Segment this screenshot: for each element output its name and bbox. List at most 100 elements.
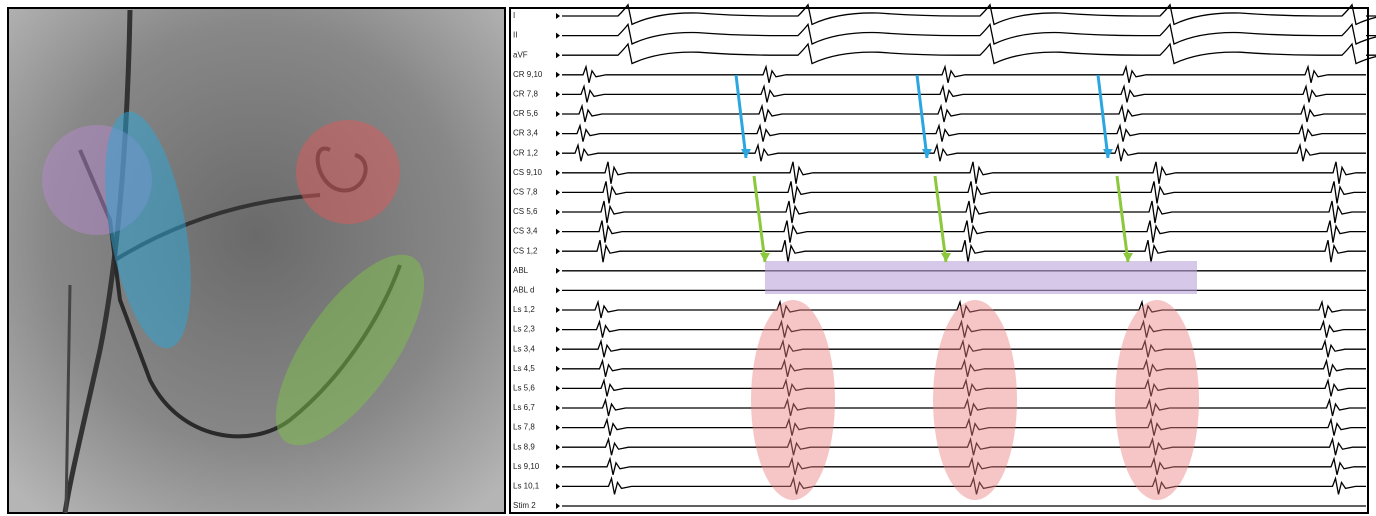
trace (562, 338, 1366, 358)
arrow-green-head (941, 253, 951, 262)
scale-marker (556, 307, 560, 313)
fluoroscopy-panel (7, 7, 506, 514)
channel-label: CR 9,10 (513, 70, 543, 79)
scale-marker (556, 365, 560, 372)
scale-marker (556, 405, 560, 411)
arrow-blue-head (922, 149, 932, 158)
highlight-ls (933, 300, 1017, 500)
trace (562, 456, 1366, 475)
scale-marker (556, 111, 560, 117)
scale-marker (556, 91, 560, 98)
fluoro-image (7, 7, 506, 514)
scale-marker (556, 228, 560, 235)
trace (562, 142, 1366, 162)
trace (562, 22, 1376, 45)
arrow-green-head (1123, 253, 1133, 262)
highlight-abl (765, 261, 1197, 294)
scale-marker (556, 483, 560, 490)
arrow-green (752, 175, 767, 263)
scale-marker (556, 346, 560, 353)
scale-marker (556, 189, 560, 196)
trace (562, 123, 1366, 142)
trace (562, 436, 1366, 456)
channel-label: Ls 8,9 (513, 442, 535, 451)
highlight-blue (105, 111, 191, 349)
channel-label: aVF (513, 50, 528, 59)
scale-marker (556, 326, 560, 333)
trace (562, 299, 1366, 319)
trace (562, 83, 1366, 103)
scale-marker (556, 503, 560, 509)
scale-marker (556, 248, 560, 255)
channel-label: ABL d (513, 286, 535, 295)
scale-marker (556, 32, 560, 39)
channel-label: CR 5,6 (513, 109, 538, 118)
trace (562, 103, 1366, 123)
trace (562, 377, 1366, 397)
trace (562, 42, 1376, 65)
trace (562, 200, 1366, 224)
channel-label: CS 9,10 (513, 168, 542, 177)
trace (562, 397, 1366, 417)
scale-marker (556, 150, 560, 157)
scale-marker (556, 267, 560, 274)
scale-marker (556, 130, 560, 137)
scale-marker (556, 13, 560, 19)
arrow-blue-head (1103, 149, 1113, 158)
channel-label: CS 1,2 (513, 246, 538, 255)
channel-label: Ls 7,8 (513, 423, 535, 432)
channel-label: I (513, 11, 515, 20)
channel-label: Ls 3,4 (513, 344, 535, 353)
channel-label: Stim 2 (513, 501, 536, 510)
channel-label: Ls 4,5 (513, 364, 535, 373)
arrow-green (1115, 175, 1130, 263)
channel-label: CR 1,2 (513, 148, 538, 157)
channel-label: Ls 2,3 (513, 325, 535, 334)
channel-label: Ls 5,6 (513, 384, 535, 393)
egm-frame (509, 7, 1369, 514)
arrow-blue (915, 74, 929, 159)
trace (562, 3, 1376, 26)
scale-marker (556, 209, 560, 215)
trace (562, 64, 1366, 83)
channel-label: Ls 9,10 (513, 462, 540, 471)
channel-label: Ls 6,7 (513, 403, 535, 412)
channel-label: CS 7,8 (513, 188, 538, 197)
scale-marker (556, 444, 560, 451)
highlight-red (296, 120, 400, 224)
trace (562, 161, 1366, 184)
channel-label: CS 3,4 (513, 227, 538, 236)
trace (562, 220, 1366, 243)
highlight-ls (751, 300, 835, 500)
arrow-blue-head (741, 149, 751, 158)
channel-label: II (513, 31, 517, 40)
scale-marker (556, 287, 560, 294)
channel-label: Ls 10,1 (513, 482, 540, 491)
trace (562, 181, 1366, 204)
scale-marker (556, 52, 560, 59)
arrow-green-head (760, 253, 770, 262)
trace (562, 417, 1366, 436)
trace (562, 319, 1366, 338)
highlight-green (275, 254, 425, 446)
channel-label: CR 7,8 (513, 90, 538, 99)
scale-marker (556, 424, 560, 431)
catheter (64, 284, 72, 514)
channel-label: ABL (513, 266, 529, 275)
highlight-ls (1115, 300, 1199, 500)
channel-label: CS 5,6 (513, 207, 538, 216)
trace (562, 358, 1366, 377)
channel-label: Ls 1,2 (513, 305, 535, 314)
arrow-blue (734, 74, 748, 159)
scale-marker (556, 169, 560, 176)
scale-marker (556, 463, 560, 470)
arrow-green (933, 175, 948, 263)
trace (562, 475, 1366, 495)
catheter (62, 9, 133, 514)
arrow-blue (1096, 74, 1110, 159)
scale-marker (556, 385, 560, 392)
channel-label: CR 3,4 (513, 129, 538, 138)
scale-marker (556, 71, 560, 78)
